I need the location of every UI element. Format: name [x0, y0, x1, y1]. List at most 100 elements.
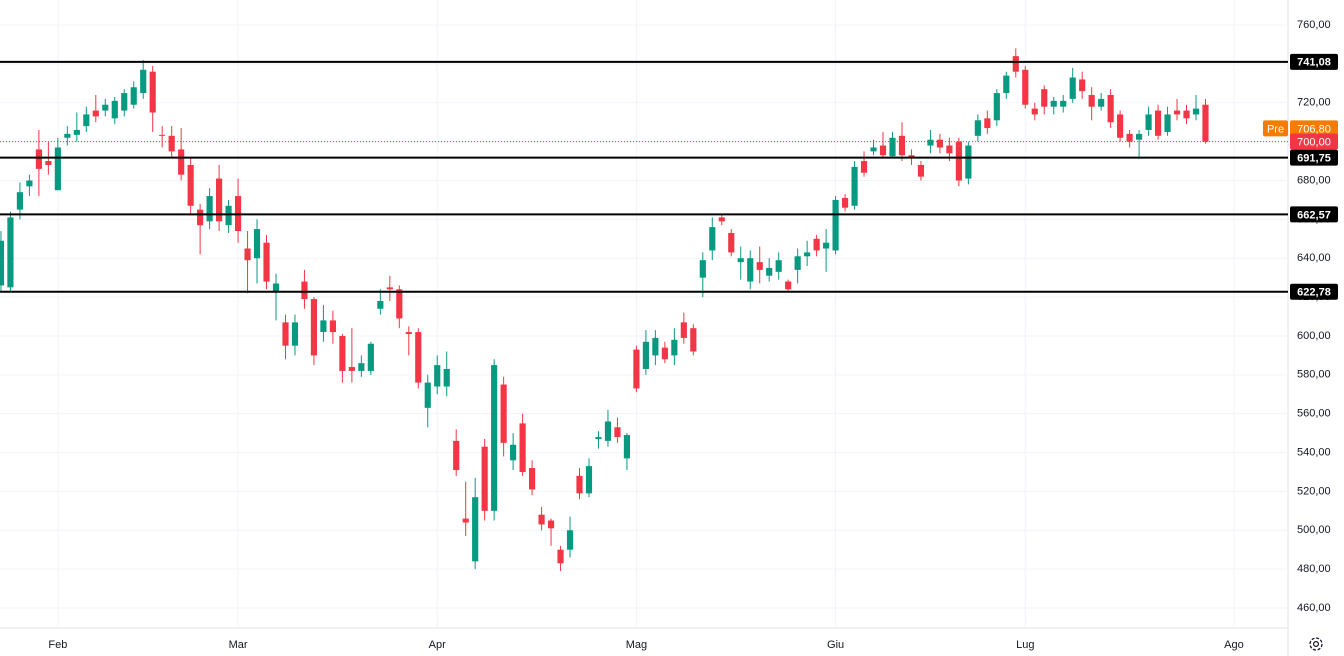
candle-body — [1126, 133, 1133, 142]
candle-body — [0, 240, 5, 286]
candle-body — [709, 227, 716, 251]
candle-body — [367, 343, 374, 371]
candle-body — [291, 322, 299, 346]
candle-body — [462, 518, 469, 523]
candle-body — [253, 229, 261, 259]
y-tick-label: 580,00 — [1297, 369, 1331, 381]
candle-body — [1050, 100, 1057, 107]
candle-body — [54, 147, 61, 191]
candle-body — [661, 347, 668, 360]
candle-body — [585, 466, 593, 494]
candle-body — [936, 139, 943, 148]
candle-body — [377, 300, 384, 309]
gear-hub[interactable] — [1312, 640, 1320, 648]
candle-body — [823, 242, 830, 249]
candle-body — [453, 440, 460, 471]
candle-body — [576, 475, 583, 494]
candle-body — [756, 262, 763, 270]
last-price-label: 700,00 — [1297, 137, 1331, 149]
plot-area — [0, 0, 1288, 628]
candle-body — [263, 242, 270, 282]
candle-body — [1069, 77, 1076, 99]
candle-body — [785, 281, 792, 290]
y-tick-label: 460,00 — [1297, 602, 1331, 614]
candle-body — [92, 110, 99, 117]
candle-body — [766, 267, 773, 276]
candle-body — [917, 164, 925, 177]
y-tick-label: 560,00 — [1297, 408, 1331, 420]
candle-body — [718, 217, 725, 222]
candle-body — [206, 196, 213, 222]
candle-body — [860, 161, 868, 173]
level-label-box — [1290, 53, 1338, 70]
candle-body — [1022, 69, 1029, 105]
y-tick-label: 500,00 — [1297, 524, 1331, 536]
candle-body — [832, 199, 839, 251]
candle-body — [1117, 114, 1124, 138]
candle-body — [680, 322, 687, 338]
candle-body — [45, 161, 52, 165]
candle-body — [1164, 114, 1171, 132]
candle-body — [1173, 110, 1181, 115]
candle-body — [7, 217, 14, 288]
candle-body — [538, 514, 545, 525]
candle-body — [1136, 133, 1143, 140]
candle-body — [1041, 89, 1048, 107]
candle-body — [339, 335, 346, 371]
candle-body — [149, 71, 156, 113]
y-tick-label: 540,00 — [1297, 446, 1331, 458]
candle-body — [566, 530, 574, 550]
settings-icon[interactable] — [1309, 637, 1323, 651]
y-tick-label: 520,00 — [1297, 485, 1331, 497]
candle-body — [510, 444, 517, 461]
gear[interactable] — [1309, 637, 1323, 651]
candle-body — [64, 133, 71, 138]
candle-body — [481, 446, 488, 511]
candle-body — [547, 520, 555, 529]
candle-body — [216, 178, 223, 222]
candle-body — [35, 149, 42, 169]
candle-body — [178, 149, 185, 175]
candle-body — [519, 423, 526, 472]
candle-body — [671, 339, 678, 356]
candle-body — [434, 365, 441, 387]
candle-body — [121, 93, 128, 111]
level-label: 741,08 — [1297, 57, 1331, 69]
level-label-box — [1290, 206, 1338, 223]
candle-body — [1107, 95, 1114, 123]
candle-body — [728, 232, 735, 253]
candle-body — [310, 299, 318, 356]
candle-body — [737, 258, 744, 263]
candle-body — [348, 367, 355, 371]
candle-body — [282, 322, 289, 346]
y-tick-label: 720,00 — [1297, 97, 1331, 109]
candle-body — [993, 93, 1000, 121]
candle-body — [225, 205, 232, 226]
candle-body — [1079, 79, 1086, 92]
candle-body — [168, 135, 175, 152]
candle-body — [358, 363, 365, 371]
candle-body — [889, 137, 896, 157]
candle-body — [491, 365, 498, 511]
candle-body — [187, 164, 194, 206]
candle-body — [415, 332, 422, 383]
x-tick-label: Feb — [48, 639, 67, 651]
candle-body — [500, 384, 507, 443]
candle-body — [955, 141, 962, 181]
candle-body — [320, 320, 327, 333]
candle-body — [1003, 75, 1010, 94]
level-label-box — [1290, 149, 1338, 166]
candle-body — [140, 69, 147, 94]
candle-body — [1145, 114, 1152, 130]
candle-body — [1012, 56, 1019, 72]
candle-body — [984, 118, 991, 129]
y-tick-label: 680,00 — [1297, 174, 1331, 186]
premarket-label: 706,80 — [1297, 123, 1331, 135]
y-tick-label: 760,00 — [1297, 19, 1331, 31]
x-tick-label: Apr — [429, 639, 446, 651]
candle-body — [927, 139, 934, 146]
candle-body — [841, 197, 849, 208]
candle-body — [102, 104, 109, 111]
candle-body — [386, 287, 393, 290]
